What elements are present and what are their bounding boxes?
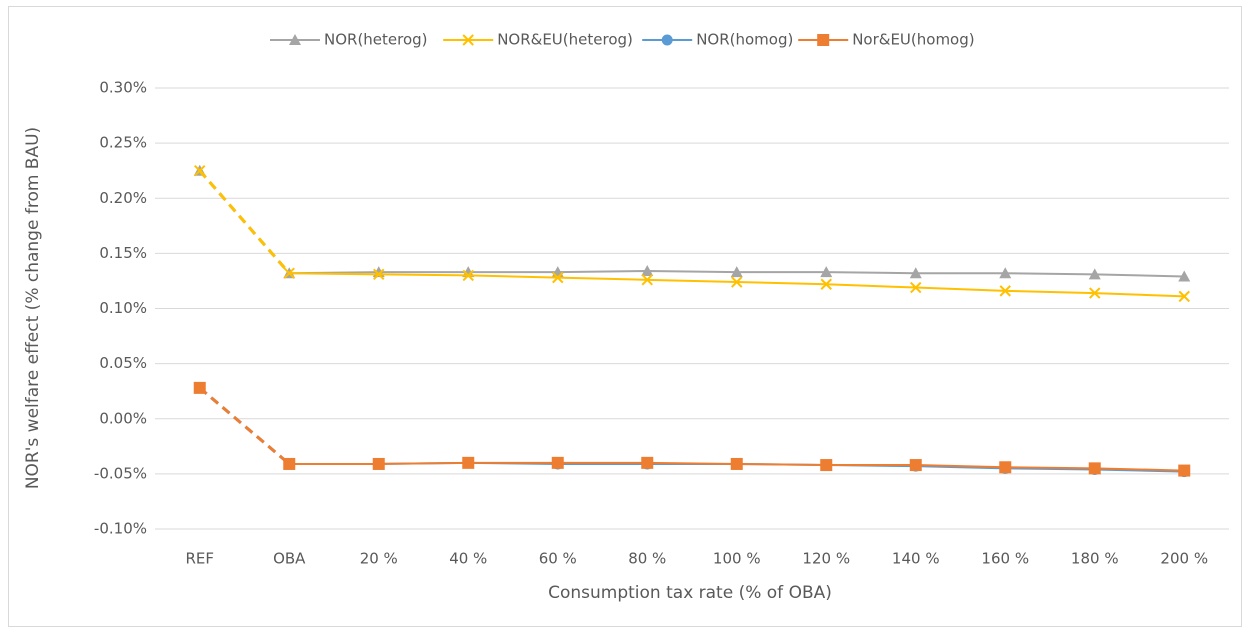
marker — [641, 456, 654, 469]
marker — [194, 164, 206, 177]
marker — [999, 267, 1012, 279]
y-tick-label: 0.05% — [99, 354, 147, 372]
x-tick-label: REF — [185, 550, 214, 568]
line-dashed — [198, 386, 291, 466]
x-tick-label: 200 % — [1160, 550, 1208, 568]
marker — [641, 274, 653, 286]
marker — [372, 457, 385, 470]
y-tick-label: 0.00% — [99, 409, 147, 427]
marker — [820, 459, 833, 472]
marker — [1178, 290, 1190, 303]
legend-item: NOR(homog) — [642, 31, 793, 49]
marker — [193, 381, 206, 394]
y-tick-label: 0.30% — [99, 79, 147, 97]
legend-item: NOR&EU(heterog) — [443, 31, 633, 49]
x-tick-label: OBA — [273, 550, 306, 568]
x-tick-label: 60 % — [539, 550, 577, 568]
marker — [283, 457, 296, 470]
legend-label: NOR(homog) — [696, 31, 793, 49]
marker — [462, 34, 474, 46]
marker — [641, 265, 654, 277]
x-tick-label: 120 % — [802, 550, 850, 568]
marker — [909, 459, 922, 472]
legend-item: NOR(heterog) — [270, 31, 428, 49]
y-tick-label: -0.10% — [94, 520, 147, 538]
marker — [661, 34, 673, 46]
marker — [551, 456, 564, 469]
marker — [910, 281, 922, 294]
x-tick-label: 20 % — [360, 550, 398, 568]
chart-border — [8, 6, 1242, 627]
marker — [730, 457, 743, 470]
marker — [1089, 287, 1101, 299]
x-tick-label: 140 % — [892, 550, 940, 568]
y-tick-label: 0.15% — [99, 244, 147, 262]
y-tick-label: 0.25% — [99, 134, 147, 152]
y-tick-label: 0.10% — [99, 299, 147, 317]
marker — [462, 269, 474, 282]
line-dashed — [198, 169, 291, 275]
marker — [373, 268, 385, 281]
marker — [1178, 270, 1191, 282]
y-tick-label: -0.05% — [94, 464, 147, 482]
marker — [1088, 268, 1101, 280]
legend-label: NOR(heterog) — [324, 31, 428, 49]
marker — [999, 461, 1012, 474]
y-tick-label: 0.20% — [99, 189, 147, 207]
marker — [820, 278, 832, 290]
marker — [289, 34, 301, 45]
legend-item: Nor&EU(homog) — [798, 31, 975, 49]
marker — [283, 267, 295, 279]
marker — [552, 271, 564, 284]
legend-label: NOR&EU(heterog) — [497, 31, 633, 49]
marker — [909, 267, 922, 279]
marker — [1178, 464, 1191, 477]
marker — [462, 266, 475, 278]
marker — [999, 285, 1011, 297]
marker — [820, 266, 833, 278]
x-tick-label: 100 % — [713, 550, 761, 568]
marker — [462, 456, 475, 469]
legend-label: Nor&EU(homog) — [852, 31, 974, 49]
marker — [730, 266, 743, 278]
marker — [1088, 462, 1101, 475]
x-tick-label: 40 % — [449, 550, 487, 568]
x-tick-label: 180 % — [1071, 550, 1119, 568]
marker — [817, 34, 830, 46]
x-tick-label: 80 % — [628, 550, 666, 568]
x-tick-label: 160 % — [981, 550, 1029, 568]
marker — [731, 276, 743, 288]
x-axis-title: Consumption tax rate (% of OBA) — [548, 583, 832, 603]
y-axis-title: NOR's welfare effect (% change from BAU) — [23, 127, 43, 489]
